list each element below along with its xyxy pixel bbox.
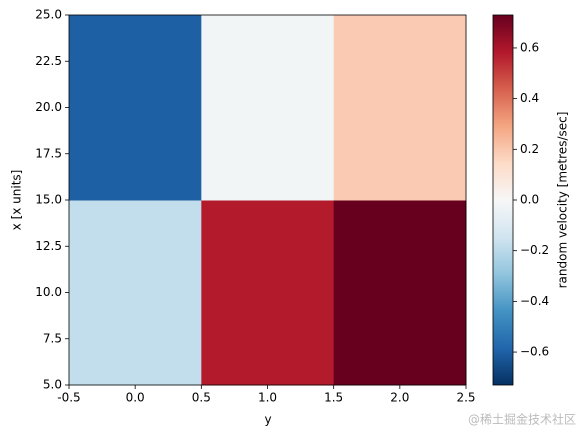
- x-tick-label: -0.5: [57, 391, 80, 405]
- y-tick-label: 7.5: [43, 331, 62, 345]
- x-tick-label: 0.5: [192, 391, 211, 405]
- watermark: @稀土掘金技术社区: [468, 412, 576, 427]
- colorbar-tick-label: −0.4: [520, 294, 549, 308]
- y-tick-label: 10.0: [35, 285, 62, 299]
- x-tick-label: 2.5: [456, 391, 475, 405]
- colorbar-tick-label: −0.2: [520, 243, 549, 257]
- colorbar-tick-label: 0.2: [520, 142, 539, 156]
- colorbar-tick-label: −0.6: [520, 345, 549, 359]
- x-tick-label: 1.0: [258, 391, 277, 405]
- x-tick-label: 2.0: [390, 391, 409, 405]
- colorbar-label: random velocity [metres/sec]: [556, 112, 570, 289]
- colorbar-tick-label: 0.6: [520, 40, 539, 54]
- y-axis-label: x [x units]: [10, 170, 24, 231]
- x-tick-label: 1.5: [324, 391, 343, 405]
- colorbar-tick-label: 0.4: [520, 91, 539, 105]
- heatmap-cell: [69, 15, 202, 201]
- heatmap-cell: [201, 200, 335, 386]
- heatmap-cell: [333, 200, 467, 386]
- heatmap-cell: [201, 15, 335, 201]
- y-tick-label: 20.0: [35, 100, 62, 114]
- x-tick-label: 0.0: [126, 391, 145, 405]
- y-tick-label: 25.0: [35, 8, 62, 22]
- heatmap-cell: [69, 200, 202, 386]
- y-tick-label: 17.5: [35, 146, 62, 160]
- heatmap-cell: [333, 15, 467, 201]
- colorbar-tick-label: 0.0: [520, 193, 539, 207]
- x-axis-label: y: [264, 413, 271, 427]
- colorbar: [492, 14, 514, 386]
- y-tick-label: 15.0: [35, 193, 62, 207]
- y-tick-label: 12.5: [35, 239, 62, 253]
- y-tick-label: 22.5: [35, 54, 62, 68]
- y-tick-label: 5.0: [43, 378, 62, 392]
